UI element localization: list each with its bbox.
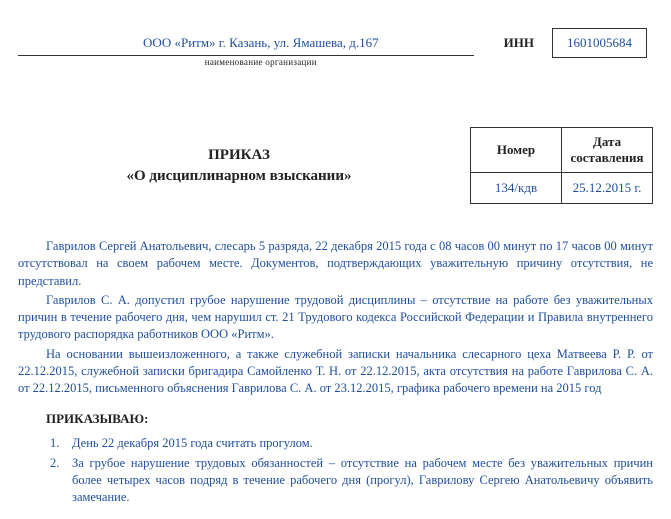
- paragraph-3: На основании вышеизложенного, а также сл…: [18, 346, 653, 398]
- list-item-text: День 22 декабря 2015 года считать прогул…: [72, 435, 653, 452]
- list-item: 2. За грубое нарушение трудовых обязанно…: [50, 455, 653, 507]
- order-list: 1. День 22 декабря 2015 года считать про…: [50, 435, 653, 506]
- organization-block: ООО «Ритм» г. Казань, ул. Ямашева, д.167…: [18, 34, 504, 67]
- meta-table: Номер Дата составления 134/кдв 25.12.201…: [470, 127, 653, 204]
- meta-number-value: 134/кдв: [471, 173, 562, 204]
- paragraph-1: Гаврилов Сергей Анатольевич, слесарь 5 р…: [18, 238, 653, 290]
- paragraph-2: Гаврилов С. А. допустил грубое нарушение…: [18, 292, 653, 344]
- organization-underline: [18, 55, 474, 56]
- meta-date-header: Дата составления: [562, 128, 653, 173]
- list-item-text: За грубое нарушение трудовых обязанносте…: [72, 455, 653, 507]
- document-title-block: ПРИКАЗ «О дисциплинарном взыскании»: [18, 147, 470, 185]
- inn-block: ИНН 1601005684: [504, 28, 647, 58]
- title-sub: «О дисциплинарном взыскании»: [18, 168, 460, 185]
- list-item: 1. День 22 декабря 2015 года считать про…: [50, 435, 653, 452]
- inn-label: ИНН: [504, 35, 534, 51]
- organization-caption: наименование организации: [18, 57, 504, 67]
- meta-number-header: Номер: [471, 128, 562, 173]
- list-item-number: 2.: [50, 455, 72, 507]
- title-main: ПРИКАЗ: [18, 147, 460, 164]
- meta-date-value: 25.12.2015 г.: [562, 173, 653, 204]
- inn-value: 1601005684: [552, 28, 647, 58]
- list-item-number: 1.: [50, 435, 72, 452]
- order-label: ПРИКАЗЫВАЮ:: [46, 411, 653, 427]
- body-text: Гаврилов Сергей Анатольевич, слесарь 5 р…: [18, 238, 653, 397]
- organization-name: ООО «Ритм» г. Казань, ул. Ямашева, д.167: [143, 35, 379, 53]
